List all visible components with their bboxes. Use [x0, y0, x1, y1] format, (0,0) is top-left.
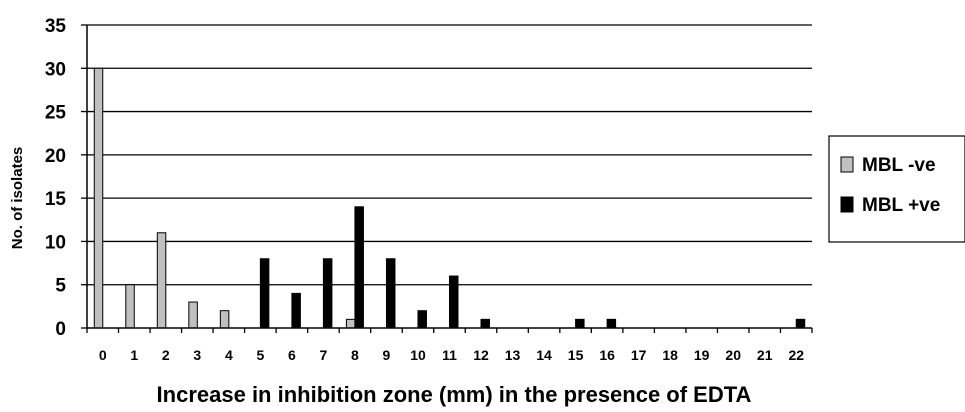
x-tick-label: 8: [351, 347, 359, 363]
x-tick-label: 6: [288, 347, 296, 363]
x-tick-label: 7: [320, 347, 328, 363]
x-tick-label: 0: [99, 347, 107, 363]
y-axis-title: No. of isolates: [9, 147, 26, 250]
x-tick-label: 9: [383, 347, 391, 363]
y-tick-label: 10: [45, 232, 66, 253]
bar-mbl-pos-11: [449, 275, 459, 329]
y-tick-label: 0: [55, 319, 66, 340]
y-tick-label: 35: [45, 16, 67, 37]
bar-mbl-pos-9: [385, 258, 396, 329]
bar-mbl-neg-0: [93, 67, 104, 329]
y-tick-label: 30: [45, 59, 66, 80]
bar-mbl-pos-22: [795, 318, 806, 329]
legend-label: MBL +ve: [862, 195, 940, 216]
bar-mbl-neg-2: [156, 232, 167, 329]
x-tick-label: 18: [662, 347, 678, 363]
bar-mbl-pos-12: [480, 318, 491, 329]
bar-mbl-pos-5: [259, 258, 270, 329]
bar-mbl-pos-8: [354, 206, 364, 329]
bar-mbl-neg-4: [219, 310, 230, 329]
x-tick-label: 3: [193, 347, 201, 363]
x-tick-label: 11: [442, 347, 457, 363]
x-tick-label: 2: [162, 347, 170, 363]
bar-mbl-pos-6: [291, 292, 301, 329]
bar-mbl-pos-16: [606, 318, 617, 329]
x-tick-label: 12: [473, 347, 489, 363]
gridlines: [87, 24, 812, 286]
bar-mbl-pos-10: [417, 310, 427, 329]
x-tick-label: 1: [130, 347, 138, 363]
bars: [93, 67, 806, 329]
y-tick-label: 15: [45, 189, 67, 210]
legend-box: [828, 135, 965, 243]
bar-mbl-neg-1: [125, 284, 135, 329]
x-tick-label: 16: [599, 347, 615, 363]
x-tick-label: 4: [225, 347, 233, 363]
axes: [81, 24, 813, 333]
legend-swatch: [840, 196, 854, 213]
bar-mbl-pos-15: [575, 318, 585, 329]
y-tick-label: 25: [45, 103, 67, 124]
legend-label: MBL -ve: [862, 155, 936, 176]
x-tick-label: 10: [410, 347, 426, 363]
legend: MBL -ve MBL +ve: [828, 135, 965, 243]
x-tick-label: 19: [694, 347, 710, 363]
x-axis-title: Increase in inhibition zone (mm) in the …: [157, 382, 752, 407]
x-tick-label: 13: [505, 347, 521, 363]
x-tick-label: 21: [757, 347, 773, 363]
y-tick-labels: 0 5 10 15 20 25 30 35: [45, 16, 67, 340]
x-tick-label: 17: [631, 347, 647, 363]
x-tick-label: 15: [568, 347, 584, 363]
bar-mbl-pos-7: [322, 258, 333, 329]
y-tick-label: 20: [45, 146, 66, 167]
y-tick-label: 5: [55, 276, 66, 297]
bar-mbl-neg-8: [345, 318, 356, 329]
bar-mbl-neg-3: [188, 301, 198, 329]
x-tick-label: 22: [788, 347, 804, 363]
x-tick-labels: 0 1 2 3 4 5 6 7 8 9 10 11 12 13 14 15 16 17 18 19 20 21 22: [99, 347, 804, 363]
x-tick-label: 20: [725, 347, 741, 363]
x-tick-label: 14: [536, 347, 552, 363]
x-tick-label: 5: [256, 347, 264, 363]
legend-swatch: [840, 156, 854, 173]
